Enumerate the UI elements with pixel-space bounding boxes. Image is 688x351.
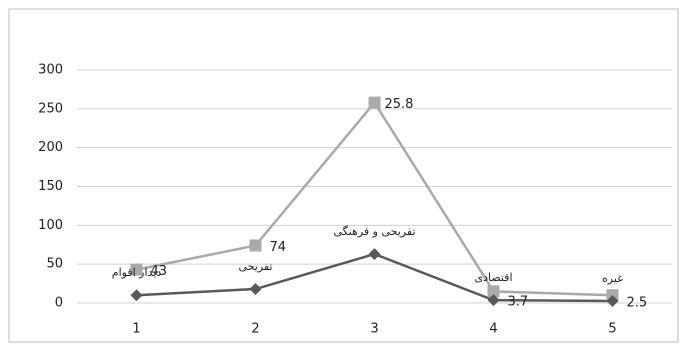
x-tick-label: 1 bbox=[132, 322, 140, 337]
value-label: 43 bbox=[151, 264, 168, 279]
point-note: دیدار اقوام bbox=[112, 266, 162, 279]
x-tick-label: 3 bbox=[370, 322, 378, 337]
point-note: تفریحی bbox=[238, 260, 272, 273]
marker bbox=[130, 263, 143, 276]
chart-frame bbox=[8, 8, 679, 343]
point-note: غیره bbox=[602, 272, 623, 285]
value-label: 2.5 bbox=[627, 296, 648, 311]
y-tick-label: 150 bbox=[38, 179, 63, 194]
y-tick-label: 50 bbox=[46, 257, 63, 272]
value-label: 3.7 bbox=[508, 295, 529, 310]
value-label: 74 bbox=[270, 240, 287, 255]
marker bbox=[249, 283, 262, 296]
y-tick-label: 300 bbox=[38, 63, 63, 78]
marker bbox=[368, 96, 381, 109]
y-tick-label: 200 bbox=[38, 140, 63, 155]
x-tick-label: 2 bbox=[251, 322, 259, 337]
marker bbox=[487, 285, 500, 298]
series-line bbox=[136, 100, 613, 297]
point-note: تفریحی و فرهنگی bbox=[333, 225, 415, 238]
y-tick-label: 250 bbox=[38, 101, 63, 116]
y-tick-label: 0 bbox=[55, 296, 63, 311]
marker bbox=[130, 289, 143, 302]
marker bbox=[249, 239, 262, 252]
marker bbox=[487, 294, 500, 307]
marker bbox=[368, 248, 381, 261]
y-tick-label: 100 bbox=[38, 218, 63, 233]
x-tick-label: 5 bbox=[608, 322, 616, 337]
x-tick-label: 4 bbox=[489, 322, 497, 337]
marker bbox=[606, 295, 619, 308]
point-note: اقتصادی bbox=[474, 271, 512, 284]
point-note: 25.8 bbox=[385, 97, 414, 112]
